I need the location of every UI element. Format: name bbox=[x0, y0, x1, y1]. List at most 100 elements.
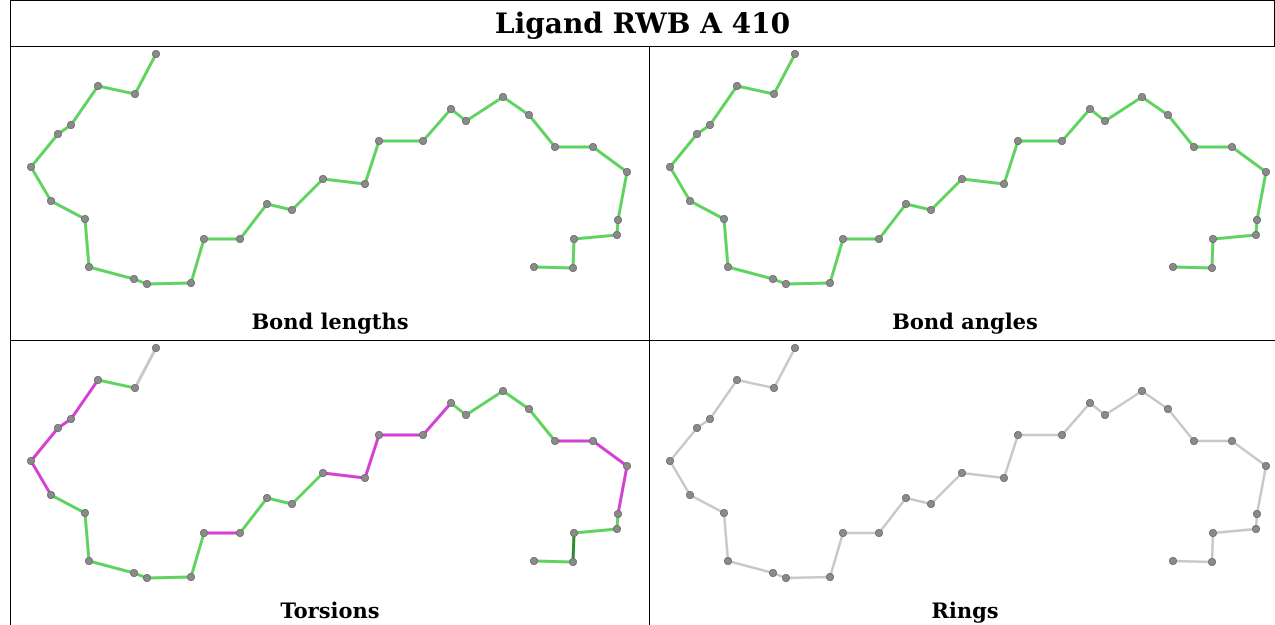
bond bbox=[1171, 265, 1214, 270]
bond bbox=[784, 575, 832, 580]
bond bbox=[133, 52, 158, 96]
bond bbox=[69, 84, 100, 127]
bond bbox=[363, 433, 381, 480]
bond bbox=[1210, 237, 1215, 270]
rings-diagram bbox=[665, 344, 1271, 582]
atom bbox=[287, 499, 296, 508]
atom bbox=[418, 431, 427, 440]
bond bbox=[1166, 113, 1196, 149]
atom bbox=[142, 279, 151, 288]
bond bbox=[828, 237, 845, 285]
bond bbox=[688, 493, 726, 515]
bond bbox=[616, 170, 629, 222]
bond bbox=[1103, 389, 1144, 417]
atom bbox=[1209, 234, 1218, 243]
atom bbox=[665, 163, 674, 172]
bond bbox=[708, 378, 739, 421]
atom bbox=[926, 499, 935, 508]
row-separator bbox=[10, 340, 1275, 341]
bond bbox=[1140, 95, 1170, 117]
bond bbox=[189, 531, 206, 579]
atom bbox=[67, 415, 76, 424]
bond-angles-diagram bbox=[665, 50, 1271, 288]
atom bbox=[54, 130, 63, 139]
bond bbox=[784, 281, 832, 286]
bond bbox=[1060, 401, 1092, 437]
atom bbox=[94, 376, 103, 385]
bond bbox=[96, 378, 137, 390]
atom bbox=[770, 90, 779, 99]
bond bbox=[145, 281, 193, 286]
atom bbox=[686, 490, 695, 499]
atom bbox=[706, 121, 715, 130]
atom bbox=[47, 196, 56, 205]
atom bbox=[770, 384, 779, 393]
bond bbox=[29, 426, 60, 463]
bond bbox=[532, 265, 575, 270]
title-separator bbox=[10, 46, 1275, 47]
column-separator bbox=[649, 47, 650, 625]
atom bbox=[1013, 137, 1022, 146]
atom bbox=[151, 344, 160, 352]
atom bbox=[733, 82, 742, 91]
bond bbox=[290, 471, 325, 506]
atom bbox=[926, 205, 935, 214]
bond bbox=[501, 389, 531, 411]
atom bbox=[838, 234, 847, 243]
atom bbox=[1253, 509, 1262, 518]
bond bbox=[87, 265, 136, 281]
atom bbox=[360, 473, 369, 482]
bond bbox=[1211, 527, 1258, 535]
atom bbox=[769, 274, 778, 283]
atom bbox=[781, 279, 790, 288]
bond bbox=[421, 107, 453, 143]
bond bbox=[735, 378, 776, 390]
atom bbox=[686, 196, 695, 205]
bond bbox=[591, 439, 629, 468]
atom bbox=[614, 215, 623, 224]
atom bbox=[724, 262, 733, 271]
bond bbox=[1103, 95, 1144, 123]
bond bbox=[877, 202, 908, 241]
bond bbox=[290, 177, 325, 212]
bond bbox=[772, 346, 797, 390]
bond bbox=[87, 559, 136, 575]
atom bbox=[81, 214, 90, 223]
torsions-diagram bbox=[26, 344, 632, 582]
atom bbox=[1228, 437, 1237, 446]
bond bbox=[668, 132, 699, 169]
bond bbox=[96, 84, 137, 96]
atom bbox=[838, 528, 847, 537]
bond bbox=[527, 113, 557, 149]
atom bbox=[724, 556, 733, 565]
atom bbox=[623, 168, 632, 177]
bond bbox=[708, 84, 739, 127]
atom bbox=[569, 557, 578, 566]
atom bbox=[1100, 411, 1109, 420]
atom bbox=[614, 509, 623, 518]
bond bbox=[1060, 107, 1092, 143]
atom bbox=[374, 431, 383, 440]
atom bbox=[1057, 431, 1066, 440]
atom bbox=[693, 130, 702, 139]
rings-label: Rings bbox=[931, 598, 999, 623]
bond bbox=[668, 165, 692, 203]
bond bbox=[29, 132, 60, 169]
bond bbox=[1211, 233, 1258, 241]
atom bbox=[569, 263, 578, 272]
atom bbox=[461, 411, 470, 420]
bond bbox=[238, 202, 269, 241]
atom bbox=[199, 528, 208, 537]
atom bbox=[1252, 524, 1261, 533]
atom bbox=[130, 568, 139, 577]
atom bbox=[498, 387, 507, 396]
atom bbox=[525, 111, 534, 120]
atom bbox=[551, 143, 560, 152]
atom bbox=[1262, 168, 1271, 177]
bond bbox=[726, 265, 775, 281]
bond bbox=[1230, 439, 1268, 468]
atom bbox=[1013, 431, 1022, 440]
bond bbox=[265, 496, 294, 506]
atom bbox=[790, 344, 799, 352]
bond-lengths-diagram bbox=[26, 50, 632, 288]
